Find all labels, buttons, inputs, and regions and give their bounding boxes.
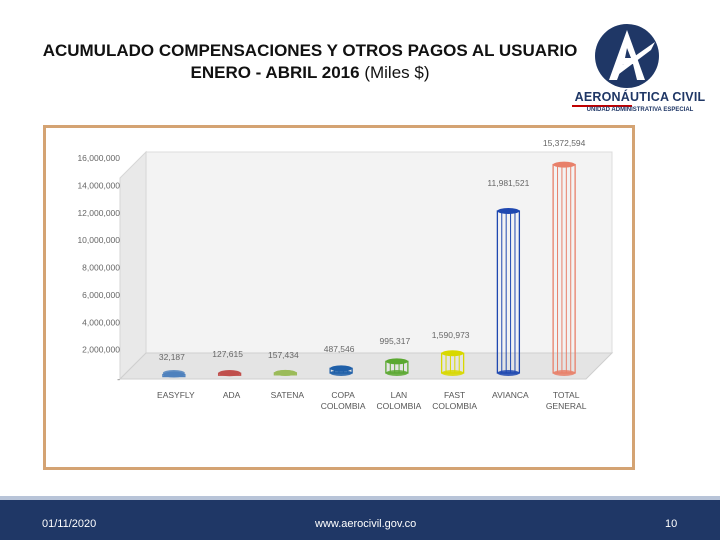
footer-stripe: [0, 496, 720, 500]
bar-cap: [162, 371, 185, 378]
bar-value-label: 487,546: [324, 344, 355, 354]
x-category-label: ADA: [223, 390, 241, 400]
bar-base: [441, 370, 464, 376]
x-category-label: SATENA: [271, 390, 305, 400]
chart-back-wall: [145, 151, 613, 354]
footer-date: 01/11/2020: [42, 518, 97, 530]
x-category-label: COLOMBIA: [321, 401, 366, 411]
x-category-label: COLOMBIA: [432, 401, 477, 411]
x-category-label: AVIANCA: [492, 390, 529, 400]
bar-base: [385, 370, 408, 376]
bar-base: [553, 370, 576, 376]
bar-cap: [385, 358, 408, 365]
x-category-label: FAST: [444, 390, 465, 400]
x-category-label: GENERAL: [546, 401, 587, 411]
footer-bar: [0, 500, 720, 540]
y-tick-label: 16,000,000: [77, 153, 120, 163]
bar-base: [330, 370, 353, 376]
chart-side-wall: [119, 150, 147, 381]
aerocivil-logo-icon: [595, 24, 659, 88]
slide-title: ACUMULADO COMPENSACIONES Y OTROS PAGOS A…: [40, 40, 580, 84]
x-category-label: EASYFLY: [157, 390, 195, 400]
bar-cap: [274, 369, 297, 376]
slide-title-main: ACUMULADO COMPENSACIONES Y OTROS PAGOS A…: [42, 41, 578, 82]
bar-value-label: 11,981,521: [487, 178, 529, 188]
x-category-label: TOTAL: [553, 390, 580, 400]
logo-subtext: UNIDAD ADMINISTRATIVA ESPECIAL: [586, 107, 694, 113]
chart-floor: [118, 352, 614, 380]
bar-cap: [497, 208, 520, 215]
slide-title-unit: (Miles $): [364, 63, 430, 82]
bar-cap: [441, 350, 464, 357]
bar-chart: - 2,000,000 4,000,000 6,000,000 8,000,000 10,…: [77, 138, 614, 411]
bar-value-label: 15,372,594: [543, 138, 586, 148]
bar-cap: [330, 365, 353, 372]
bar-value-label: 157,434: [268, 350, 299, 360]
logo-divider: [572, 105, 632, 107]
footer-url: www.aerocivil.gov.co: [315, 518, 417, 530]
y-tick-label: 12,000,000: [77, 208, 120, 218]
y-tick-label: 6,000,000: [82, 290, 120, 300]
bar-cap: [218, 370, 241, 377]
chart-frame: - 2,000,000 4,000,000 6,000,000 8,000,000 10,…: [43, 125, 635, 470]
footer-page-number: 10: [665, 518, 678, 530]
x-category-label: LAN: [391, 390, 408, 400]
y-tick-label: -: [117, 374, 120, 384]
y-tick-label: 14,000,000: [77, 180, 120, 190]
bar-value-label: 995,317: [380, 336, 411, 346]
y-tick-label: 8,000,000: [82, 263, 120, 273]
logo-text: AERONÁUTICA CIVIL: [574, 90, 706, 104]
y-tick-label: 2,000,000: [82, 345, 120, 355]
y-tick-label: 4,000,000: [82, 317, 120, 327]
x-category-label: COPA: [331, 390, 355, 400]
bar-value-label: 127,615: [212, 349, 243, 359]
x-category-label: COLOMBIA: [376, 401, 421, 411]
bar-value-label: 1,590,973: [432, 330, 470, 340]
bar-base: [497, 370, 520, 376]
bar-cap: [553, 161, 576, 168]
bar-value-label: 32,187: [159, 352, 185, 362]
y-tick-label: 10,000,000: [77, 235, 120, 245]
